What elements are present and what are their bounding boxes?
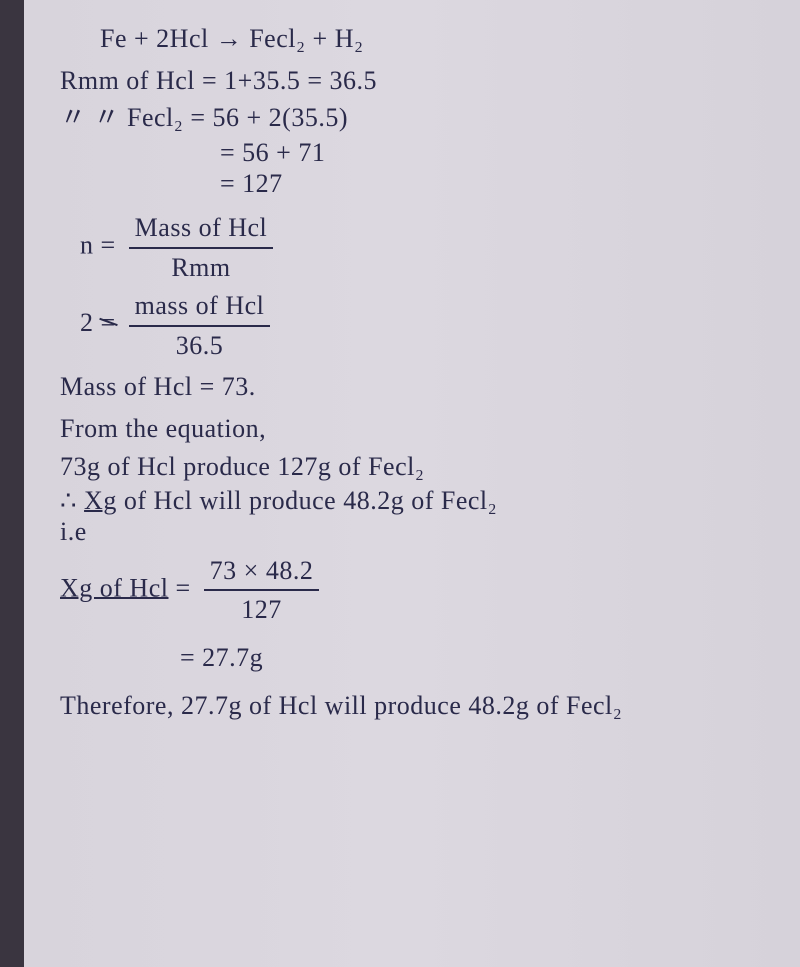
- two-fraction: mass of Hcl 36.5: [129, 287, 271, 364]
- xg-denominator: 127: [204, 591, 320, 629]
- equals-text: =: [175, 573, 197, 602]
- n-numerator: Mass of Hcl: [129, 209, 274, 249]
- n-fraction: Mass of Hcl Rmm: [129, 209, 274, 286]
- xg-underlined: Xg: [84, 486, 117, 515]
- therefore-symbol: ∴: [60, 486, 77, 515]
- rmm-fecl2-line1: 〃 〃 Fecl₂ = 56 + 2(35.5): [60, 99, 780, 137]
- ie-text: i.e: [60, 517, 87, 546]
- ratio1-text: 73g of Hcl produce 127g of Fecl₂: [60, 452, 424, 481]
- two-label: 2 =: [80, 308, 116, 337]
- xg-calc-line: Xg of Hcl = 73 × 48.2 127: [60, 552, 780, 629]
- from-equation-text: From the equation,: [60, 414, 266, 443]
- xg-lhs: Xg of Hcl: [60, 573, 168, 602]
- conclusion-text: Therefore, 27.7g of Hcl will produce 48.…: [60, 691, 622, 720]
- xg-fraction: 73 × 48.2 127: [204, 552, 320, 629]
- n-label: n =: [80, 231, 116, 260]
- two-numerator: mass of Hcl: [129, 287, 271, 327]
- rmm-hcl-text: Rmm of Hcl = 1+35.5 = 36.5: [60, 66, 377, 95]
- mass-hcl-line: Mass of Hcl = 73.: [60, 368, 780, 406]
- ratio-line2: ∴ Xg of Hcl will produce 48.2g of Fecl₂: [60, 485, 780, 516]
- answer-text: = 27.7g: [180, 643, 263, 672]
- ratio-line1: 73g of Hcl produce 127g of Fecl₂: [60, 448, 780, 486]
- rmm-fecl2-text-a: 〃 〃 Fecl₂ = 56 + 2(35.5): [60, 103, 348, 132]
- n-denominator: Rmm: [129, 249, 274, 287]
- chemical-equation: Fe + 2Hcl → Fecl₂ + H₂: [60, 20, 780, 58]
- rmm-fecl2-text-b: = 56 + 71: [220, 138, 325, 167]
- ie-line: i.e: [60, 516, 780, 547]
- rmm-hcl-line: Rmm of Hcl = 1+35.5 = 36.5: [60, 62, 780, 100]
- conclusion-line: Therefore, 27.7g of Hcl will produce 48.…: [60, 687, 780, 725]
- equation-text: Fe + 2Hcl → Fecl₂ + H₂: [100, 24, 364, 53]
- notebook-page: Fe + 2Hcl → Fecl₂ + H₂ Rmm of Hcl = 1+35…: [0, 0, 800, 967]
- from-equation-line: From the equation,: [60, 410, 780, 448]
- mass-hcl-text: Mass of Hcl = 73.: [60, 372, 256, 401]
- rmm-fecl2-line2: = 56 + 71: [60, 137, 780, 168]
- two-denominator: 36.5: [129, 327, 271, 365]
- answer-line: = 27.7g: [60, 639, 780, 677]
- rmm-fecl2-text-c: = 127: [220, 169, 283, 198]
- xg-numerator: 73 × 48.2: [204, 552, 320, 592]
- ratio2-text: of Hcl will produce 48.2g of Fecl₂: [124, 486, 497, 515]
- moles-formula: n = Mass of Hcl Rmm: [60, 209, 780, 286]
- moles-substitute: 2 = mass of Hcl 36.5: [60, 287, 780, 364]
- rmm-fecl2-line3: = 127: [60, 168, 780, 199]
- strike-equals: =: [101, 304, 116, 342]
